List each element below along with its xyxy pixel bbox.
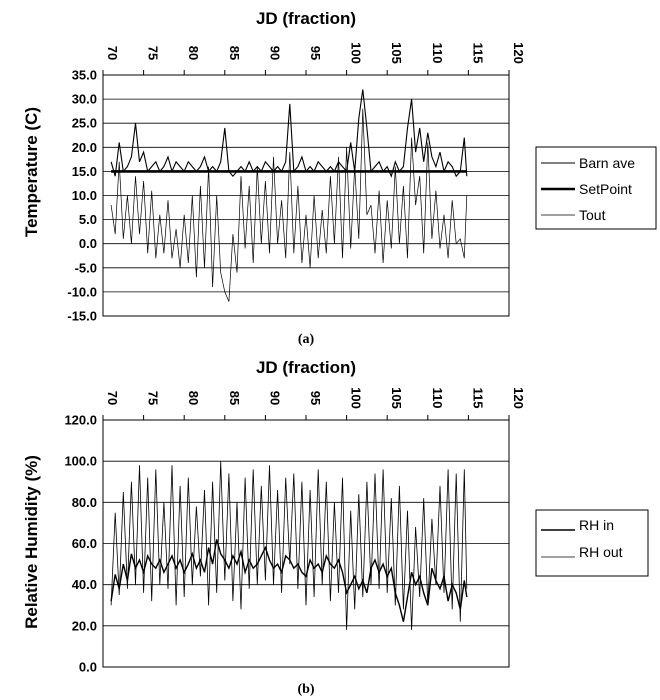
- chart-a-xtick-label-1: 75: [146, 46, 161, 60]
- chart-b-ylabel: Relative Humidity (%): [22, 455, 41, 629]
- chart-a-xtick-label-4: 90: [267, 46, 282, 60]
- chart-b-ytick-label-3: 60.0: [72, 536, 97, 551]
- chart-a-panel-label: (a): [298, 332, 315, 347]
- chart-a-ytick-label-8: -5.0: [75, 260, 97, 275]
- chart-humidity: JD (fraction) Relative Humidity (%) 70 75…: [22, 358, 649, 697]
- legend-label-rh-in: RH in: [579, 517, 614, 533]
- chart-a-ytick-label-7: 0.0: [79, 236, 97, 251]
- chart-b-ytick-label-5: 20.0: [72, 618, 97, 633]
- chart-a-title: JD (fraction): [256, 9, 356, 28]
- chart-a-xtick-label-9: 115: [470, 43, 485, 64]
- chart-a-xtick-label-6: 100: [349, 42, 364, 64]
- chart-a-xtick-label-8: 110: [430, 43, 445, 64]
- chart-b-ytick-label-6: 0.0: [79, 660, 97, 675]
- chart-a-xtick-label-7: 105: [389, 42, 404, 64]
- chart-a-xtick-label-10: 120: [511, 42, 526, 64]
- legend-label-setpoint: SetPoint: [579, 181, 632, 197]
- chart-b-xticks: 70 75 80 85 90 95 100 105 110 115 120: [102, 387, 526, 420]
- legend-label-rh-out: RH out: [579, 544, 623, 560]
- chart-b-yticks: 120.0 100.0 80.0 60.0 40.0 20.0 0.0: [64, 413, 97, 675]
- chart-b-xtick-label-9: 115: [470, 388, 485, 409]
- chart-a-xtick-label-3: 85: [227, 46, 242, 60]
- chart-a-ytick-label-9: -10.0: [67, 284, 97, 299]
- chart-a-legend: Barn ave SetPoint Tout: [535, 146, 657, 230]
- chart-temperature: JD (fraction) Temperature (C) 70 75 80 85 90…: [22, 9, 657, 347]
- chart-b-panel-label: (b): [297, 682, 314, 697]
- chart-a-grid: [103, 98, 509, 293]
- chart-b-xtick-label-3: 85: [227, 391, 242, 405]
- chart-a-ytick-label-4: 15.0: [72, 164, 97, 179]
- chart-a-ytick-label-10: -15.0: [67, 309, 97, 324]
- chart-b-lines: [110, 461, 468, 631]
- chart-b-xtick-label-10: 120: [511, 387, 526, 409]
- chart-b-ytick-label-2: 80.0: [72, 495, 97, 510]
- chart-a-yticks: 35.0 30.0 25.0 20.0 15.0 10.0 5.0 0.0 -5.0 -10.0 -…: [67, 68, 97, 324]
- chart-b-title: JD (fraction): [256, 358, 356, 377]
- chart-b-xtick-label-4: 90: [267, 391, 282, 405]
- chart-a-lines: [110, 89, 468, 302]
- chart-a-ytick-label-6: 5.0: [79, 212, 97, 227]
- chart-b-xtick-label-0: 70: [105, 391, 120, 405]
- chart-a-ytick-label-0: 35.0: [72, 68, 97, 83]
- chart-a-ytick-label-2: 25.0: [72, 116, 97, 131]
- chart-a-xtick-label-5: 95: [308, 46, 323, 60]
- chart-b-ytick-label-1: 100.0: [64, 454, 97, 469]
- series-line-tout: [110, 108, 468, 302]
- chart-b-ytick-label-4: 40.0: [72, 577, 97, 592]
- chart-b-xtick-label-8: 110: [430, 388, 445, 409]
- chart-b-xtick-label-7: 105: [389, 387, 404, 409]
- chart-a-xtick-label-2: 80: [186, 46, 201, 60]
- chart-b-legend-box: [535, 509, 649, 577]
- chart-a-xtick-label-0: 70: [105, 46, 120, 60]
- chart-b-xtick-label-1: 75: [146, 391, 161, 405]
- chart-b-ytick-label-0: 120.0: [64, 413, 97, 428]
- chart-b-xtick-label-6: 100: [349, 387, 364, 409]
- series-line-barn-ave: [110, 89, 468, 178]
- chart-b-xtick-label-2: 80: [186, 391, 201, 405]
- chart-b-xtick-label-5: 95: [308, 391, 323, 405]
- legend-label-barn-ave: Barn ave: [579, 155, 635, 171]
- chart-a-ytick-label-3: 20.0: [72, 140, 97, 155]
- chart-a-ytick-label-5: 10.0: [72, 188, 97, 203]
- chart-b-legend: RH in RH out: [535, 509, 649, 577]
- chart-a-ytick-label-1: 30.0: [72, 92, 97, 107]
- chart-a-xticks: 70 75 80 85 90 95 100 105 110 115 120: [102, 42, 526, 75]
- series-line-rh-out: [110, 461, 468, 631]
- legend-label-tout: Tout: [579, 207, 606, 223]
- chart-a-ylabel: Temperature (C): [22, 107, 41, 237]
